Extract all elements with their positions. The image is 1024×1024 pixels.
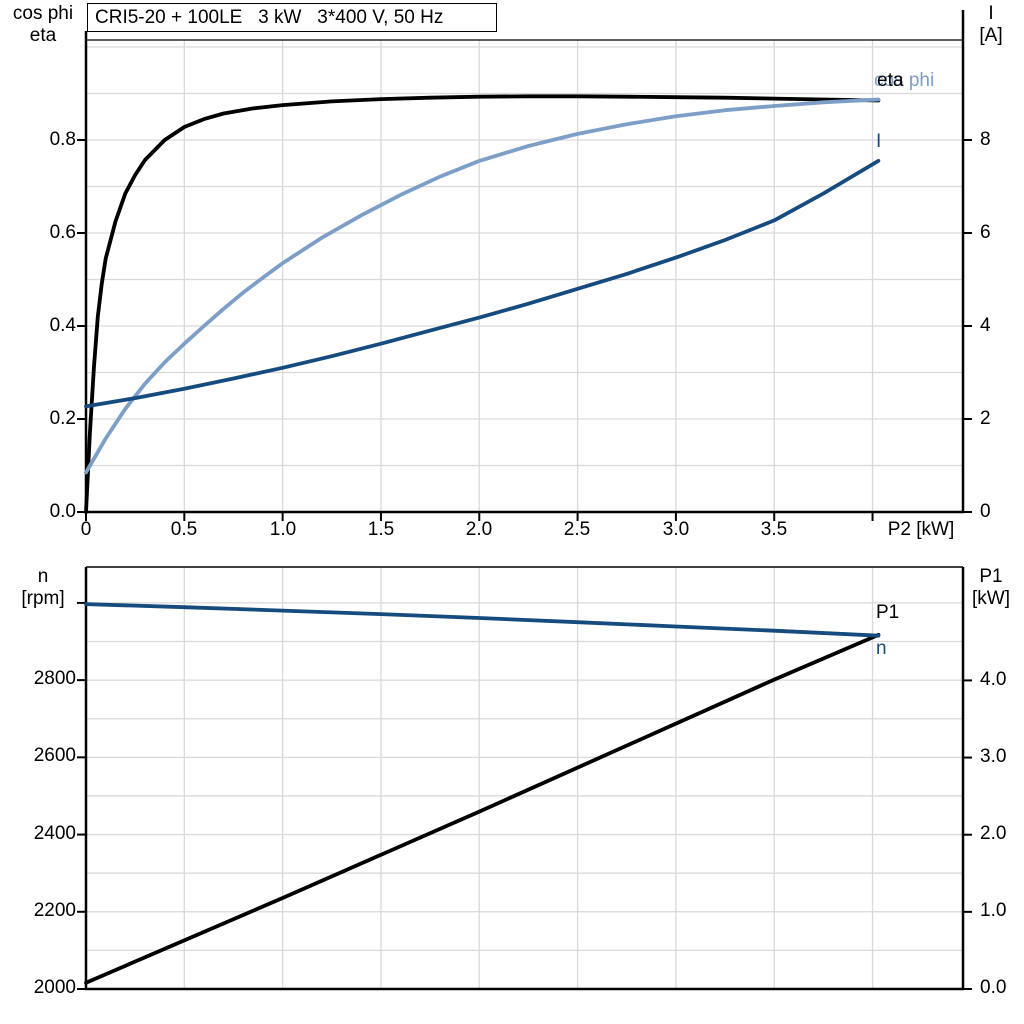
bottom-right-axis-title: P1 [kW] <box>962 566 1020 610</box>
y-left-tick-label: 0.6 <box>49 222 76 243</box>
axis-title-n: n <box>37 566 49 587</box>
x-tick-label: 0 <box>80 519 92 540</box>
y-right-tick-label: 0.0 <box>980 977 1007 998</box>
axis-title-current: I <box>988 3 994 24</box>
y-left-tick-label: 0.8 <box>49 129 76 150</box>
x-tick-label: 1.5 <box>367 519 395 540</box>
y-left-tick-label: 2600 <box>33 745 76 766</box>
y-left-tick-label: 2200 <box>33 900 76 921</box>
curve-label-eta: eta <box>877 70 904 91</box>
y-right-tick-label: 2 <box>980 408 991 429</box>
top-right-axis-title: I [A] <box>962 3 1020 47</box>
y-right-tick-label: 6 <box>980 222 991 243</box>
axis-title-eta: eta <box>29 25 57 46</box>
y-left-tick-label: 0.2 <box>49 408 76 429</box>
bottom-left-axis-title: n [rpm] <box>2 566 84 610</box>
x-tick-label: 1.0 <box>269 519 297 540</box>
axis-title-p1: P1 <box>979 566 1003 587</box>
axis-title-n-unit: [rpm] <box>21 588 65 609</box>
axis-title-cos-phi: cos phi <box>12 3 74 24</box>
y-right-tick-label: 3.0 <box>980 746 1007 767</box>
top-left-axis-title: cos phi eta <box>2 3 84 47</box>
y-left-tick-label: 2400 <box>33 823 76 844</box>
y-right-tick-label: 4 <box>980 315 991 336</box>
curve-label-n: n <box>876 638 887 659</box>
x-tick-label: 3.5 <box>760 519 788 540</box>
x-tick-label: 2.0 <box>465 519 493 540</box>
curve-label-p1: P1 <box>876 602 900 623</box>
y-left-tick-label: 0.4 <box>49 315 76 336</box>
y-right-tick-label: 8 <box>980 129 991 150</box>
y-right-tick-label: 2.0 <box>980 823 1007 844</box>
y-right-tick-label: 4.0 <box>980 669 1007 690</box>
y-right-tick-label: 0 <box>980 501 991 522</box>
y-left-tick-label: 0.0 <box>49 501 76 522</box>
axis-title-current-unit: [A] <box>979 25 1003 46</box>
curve-label-cos-phi: cos phi <box>874 70 935 91</box>
axis-title-p1-unit: [kW] <box>972 588 1010 609</box>
x-tick-label: 3.0 <box>662 519 690 540</box>
y-right-tick-label: 1.0 <box>980 900 1007 921</box>
x-axis-title: P2 [kW] <box>887 519 955 540</box>
x-tick-label: 0.5 <box>170 519 198 540</box>
chart-title: CRI5-20 + 100LE 3 kW 3*400 V, 50 Hz <box>87 3 497 32</box>
y-left-tick-label: 2000 <box>33 977 76 998</box>
curve-label-current: I <box>876 131 882 152</box>
x-tick-label: 2.5 <box>563 519 591 540</box>
y-left-tick-label: 2800 <box>33 668 76 689</box>
